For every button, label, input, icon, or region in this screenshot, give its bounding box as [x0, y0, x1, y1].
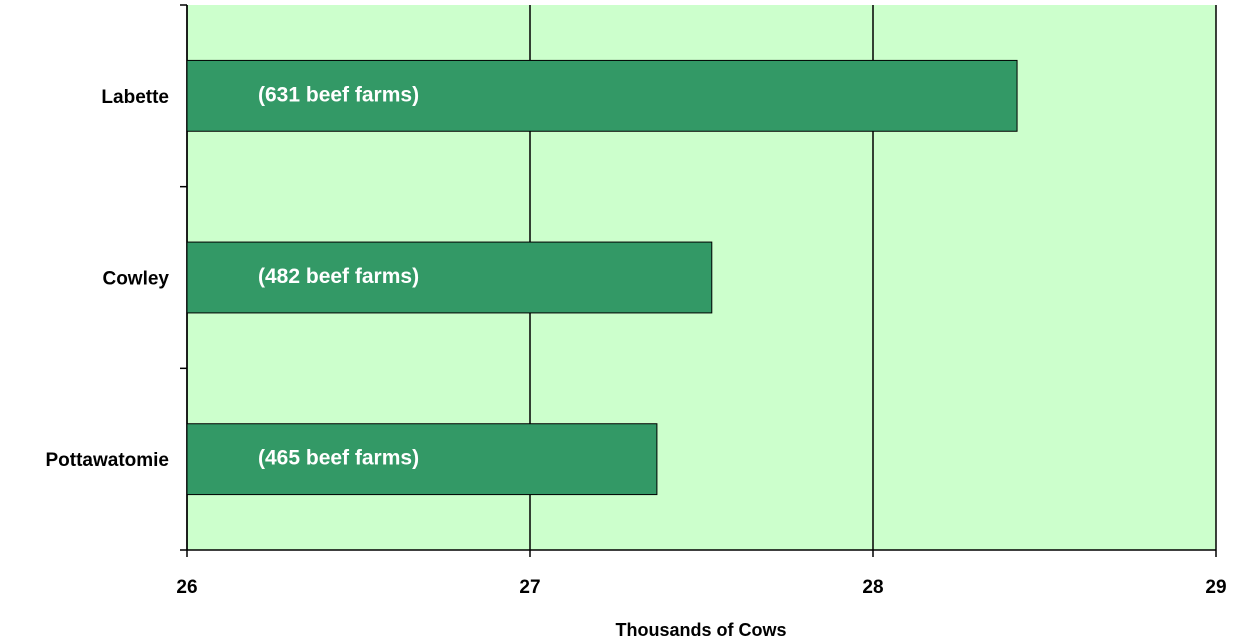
bar-annotation: (465 beef farms)	[258, 447, 419, 470]
bar	[186, 423, 658, 496]
x-tick-label: 27	[519, 577, 540, 598]
y-tick-label: Labette	[101, 87, 169, 108]
x-tick-label: 26	[176, 577, 197, 598]
bar-annotation: (631 beef farms)	[258, 83, 419, 106]
bar	[186, 59, 1018, 132]
x-axis-label: Thousands of Cows	[616, 620, 787, 640]
x-tick-label: 28	[862, 577, 883, 598]
y-tick-label: Cowley	[102, 269, 169, 290]
y-tick-label: Pottawatomie	[45, 450, 169, 471]
bar	[186, 241, 713, 314]
bar-annotation: (482 beef farms)	[258, 265, 419, 288]
x-tick-label: 29	[1205, 577, 1226, 598]
